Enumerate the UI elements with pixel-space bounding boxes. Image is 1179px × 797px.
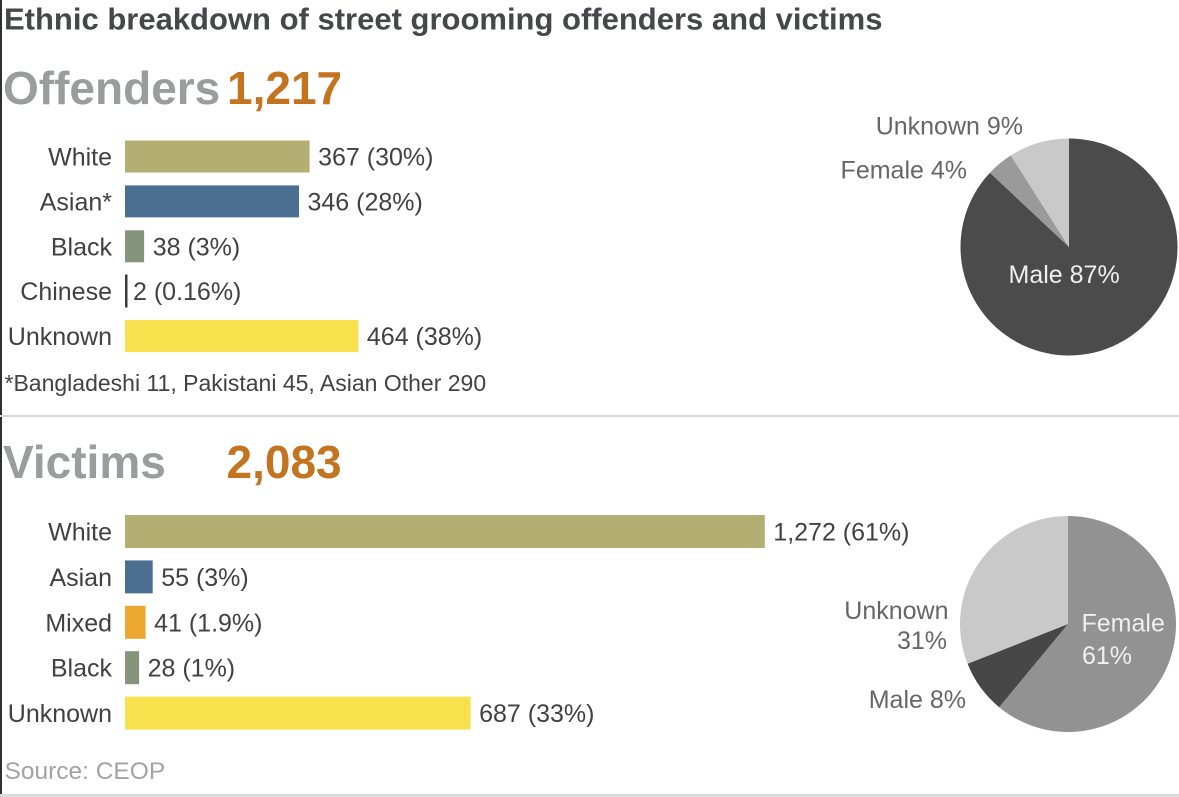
svg-text:Offenders: Offenders [3, 62, 220, 114]
svg-text:2 (0.16%): 2 (0.16%) [133, 278, 241, 306]
svg-text:Female 4%: Female 4% [841, 157, 967, 185]
svg-text:687 (33%): 687 (33%) [479, 700, 594, 728]
svg-text:41 (1.9%): 41 (1.9%) [154, 609, 262, 637]
svg-text:White: White [48, 144, 112, 172]
svg-text:61%: 61% [1082, 642, 1132, 670]
svg-text:28 (1%): 28 (1%) [148, 655, 236, 683]
svg-text:464 (38%): 464 (38%) [367, 323, 482, 351]
svg-text:Unknown: Unknown [8, 323, 112, 351]
svg-text:Asian: Asian [49, 564, 112, 592]
svg-text:1,217: 1,217 [227, 62, 342, 114]
svg-text:Black: Black [51, 655, 113, 683]
svg-text:Male 8%: Male 8% [869, 686, 966, 714]
svg-text:Unknown: Unknown [844, 597, 948, 625]
svg-text:White: White [48, 519, 112, 547]
svg-text:Black: Black [51, 233, 113, 261]
svg-text:Source: CEOP: Source: CEOP [5, 758, 166, 785]
svg-text:Ethnic breakdown of street gro: Ethnic breakdown of street grooming offe… [4, 2, 882, 37]
svg-text:346 (28%): 346 (28%) [308, 188, 423, 216]
svg-text:Mixed: Mixed [45, 609, 112, 637]
svg-text:Unknown: Unknown [8, 700, 112, 728]
svg-text:*Bangladeshi 11, Pakistani 45,: *Bangladeshi 11, Pakistani 45, Asian Oth… [5, 370, 487, 396]
svg-text:31%: 31% [897, 627, 947, 655]
svg-text:367 (30%): 367 (30%) [318, 144, 433, 172]
svg-text:Chinese: Chinese [20, 278, 112, 306]
svg-text:38 (3%): 38 (3%) [153, 233, 241, 261]
svg-text:Asian*: Asian* [40, 188, 113, 216]
svg-text:2,083: 2,083 [227, 436, 342, 488]
svg-text:Victims: Victims [3, 436, 166, 488]
svg-text:1,272 (61%): 1,272 (61%) [773, 519, 909, 547]
svg-text:55 (3%): 55 (3%) [161, 564, 249, 592]
svg-text:Male 87%: Male 87% [1009, 261, 1120, 289]
svg-text:Unknown 9%: Unknown 9% [876, 113, 1023, 141]
svg-text:Female: Female [1082, 610, 1165, 638]
